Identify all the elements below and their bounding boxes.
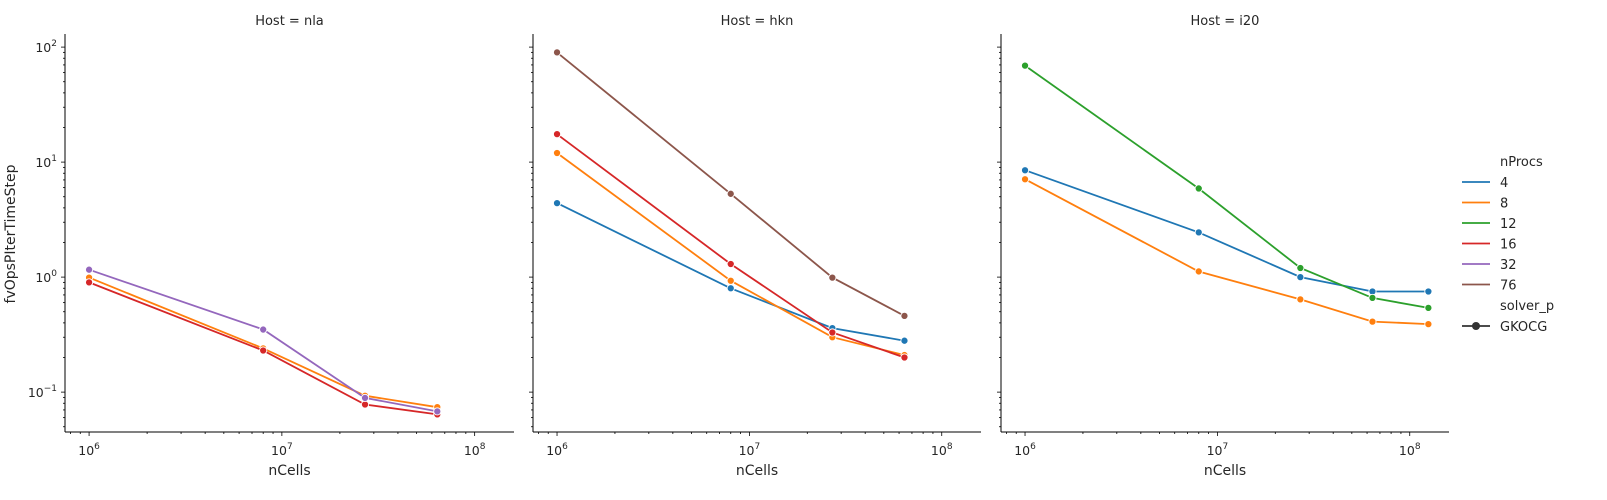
series-line-32 — [88, 268, 438, 413]
legend-entry-16: 16 — [1500, 238, 1517, 253]
data-point-8 — [1368, 317, 1377, 326]
data-point-12 — [1296, 263, 1305, 273]
data-point-8 — [1424, 320, 1433, 329]
data-point-76 — [726, 189, 735, 198]
x-tick-label: 106 — [78, 442, 100, 458]
data-point-8 — [726, 276, 735, 285]
panel-title: Host = hkn — [721, 14, 794, 29]
data-point-8 — [1020, 175, 1030, 184]
x-axis-label: nCells — [1204, 463, 1246, 479]
panel-title: Host = i20 — [1191, 14, 1260, 29]
data-point-16 — [360, 400, 370, 409]
x-tick-label: 106 — [546, 442, 568, 458]
series-line-16 — [556, 133, 905, 359]
panel-0: Host = nla 10−1 100 101 102 106 107 108 nCells — [28, 14, 514, 479]
data-point-76 — [900, 311, 909, 320]
data-point-32 — [360, 393, 370, 402]
data-point-16 — [726, 259, 735, 269]
series-line-8 — [556, 152, 905, 356]
y-tick-label: 10−1 — [28, 384, 57, 400]
x-axis-label: nCells — [268, 463, 310, 479]
data-point-4 — [1194, 228, 1203, 237]
legend-entry-12: 12 — [1500, 217, 1517, 232]
x-tick-label: 108 — [1399, 442, 1421, 458]
data-point-16 — [900, 353, 909, 362]
series-line-76 — [556, 51, 905, 317]
data-point-8 — [552, 148, 562, 158]
data-point-8 — [1296, 295, 1305, 304]
data-point-76 — [828, 273, 837, 282]
data-point-4 — [1424, 287, 1433, 296]
data-point-4 — [1020, 166, 1030, 175]
data-point-16 — [828, 328, 837, 337]
data-point-12 — [1368, 293, 1377, 302]
data-point-12 — [1020, 61, 1030, 70]
legend-entry-76: 76 — [1500, 279, 1517, 294]
y-tick-label: 101 — [35, 154, 57, 170]
data-point-76 — [552, 48, 562, 57]
legend-entry-32: 32 — [1500, 258, 1517, 273]
data-point-4 — [726, 284, 735, 293]
data-point-16 — [259, 346, 268, 355]
legend-entry-4: 4 — [1500, 176, 1508, 191]
x-tick-label: 108 — [464, 442, 486, 458]
data-point-16 — [552, 130, 562, 139]
data-point-32 — [259, 325, 268, 334]
panel-2: Host = i20 106 107 108 nCells — [997, 14, 1449, 479]
panel-title: Host = nla — [255, 14, 324, 29]
panel-1: Host = hkn 106 107 108 nCells — [529, 14, 981, 479]
data-point-4 — [900, 336, 909, 345]
data-point-4 — [552, 199, 562, 208]
data-point-12 — [1194, 184, 1203, 193]
x-axis-label: nCells — [736, 463, 778, 479]
x-tick-label: 107 — [271, 442, 293, 458]
legend-title-style: solver_p — [1500, 299, 1554, 314]
legend-style-entry: GKOCG — [1500, 320, 1547, 335]
y-axis-label: fvOpsPIterTimeStep — [3, 164, 19, 303]
series-line-8 — [1024, 178, 1429, 325]
y-tick-label: 102 — [35, 39, 57, 55]
data-point-32 — [433, 407, 442, 416]
x-tick-label: 106 — [1014, 442, 1036, 458]
legend: nProcs 4 8 12 16 32 76 solver_p GKOCG — [1462, 155, 1554, 335]
x-tick-label: 108 — [931, 442, 953, 458]
data-point-16 — [85, 278, 94, 287]
x-tick-label: 107 — [739, 442, 761, 458]
series-line-16 — [88, 281, 438, 416]
series-line-8 — [88, 276, 438, 409]
data-point-12 — [1424, 303, 1433, 312]
series-line-12 — [1024, 64, 1429, 309]
series-line-4 — [1024, 169, 1429, 293]
data-point-8 — [1194, 267, 1203, 276]
legend-style-marker — [1472, 322, 1480, 330]
legend-title-hue: nProcs — [1500, 155, 1543, 170]
legend-entry-8: 8 — [1500, 197, 1508, 212]
series-line-4 — [556, 202, 905, 342]
data-point-4 — [1296, 273, 1305, 282]
y-tick-label: 100 — [35, 269, 57, 285]
data-point-32 — [85, 265, 94, 274]
x-tick-label: 107 — [1207, 442, 1229, 458]
